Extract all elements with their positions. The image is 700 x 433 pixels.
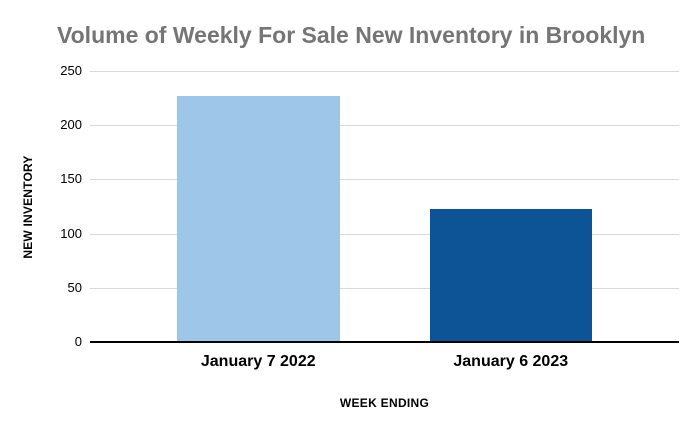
chart-title: Volume of Weekly For Sale New Inventory …	[57, 22, 646, 48]
bar-january-6-2023	[429, 208, 592, 341]
gridline	[90, 71, 679, 72]
y-tick-label: 100	[60, 225, 82, 241]
x-axis-title: WEEK ENDING	[339, 396, 430, 410]
gridline	[90, 179, 679, 181]
gridline	[90, 287, 679, 289]
gridline	[90, 125, 679, 127]
y-tick-label: 150	[60, 171, 82, 187]
y-tick-label: 200	[60, 117, 82, 133]
x-category-label: January 6 2023	[453, 353, 569, 370]
x-category-label: January 7 2022	[200, 353, 316, 370]
y-tick-label: 0	[74, 334, 82, 349]
gridline	[90, 233, 679, 235]
y-tick-label: 250	[60, 63, 82, 78]
plot-area	[90, 71, 679, 343]
y-tick-label: 50	[67, 279, 82, 295]
x-axis-line	[90, 341, 679, 343]
y-axis-title: NEW INVENTORY	[21, 155, 35, 259]
bar-january-7-2022	[177, 96, 340, 341]
